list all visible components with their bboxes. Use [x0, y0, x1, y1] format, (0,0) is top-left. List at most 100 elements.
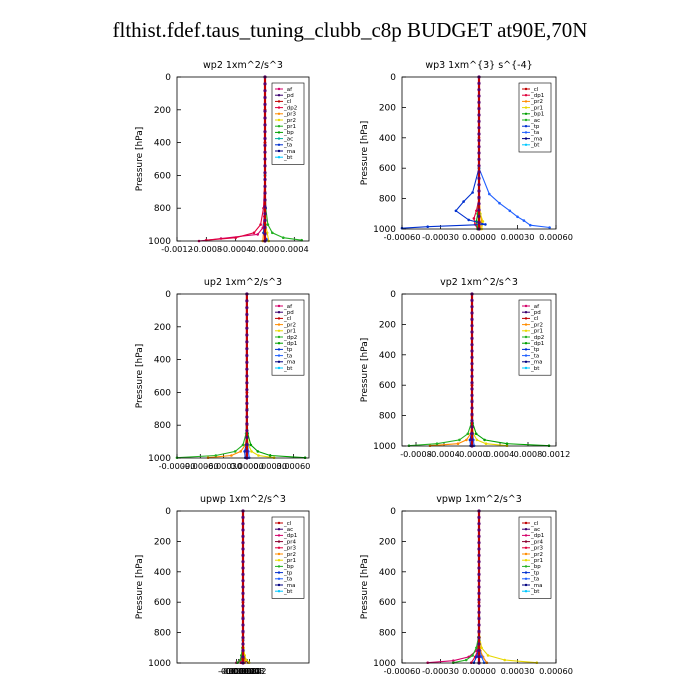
- data-point: [480, 646, 483, 650]
- data-point: [470, 324, 474, 328]
- legend-entry: _pr2: [283, 322, 296, 328]
- legend-entry: _cl: [283, 99, 292, 105]
- data-point: [488, 192, 491, 196]
- legend-entry: _tp: [283, 347, 293, 353]
- legend-marker: [524, 348, 528, 351]
- legend-marker: [524, 521, 528, 525]
- data-point: [263, 116, 267, 120]
- data-point: [245, 422, 249, 426]
- data-point: [477, 591, 481, 595]
- legend-marker: [277, 552, 281, 556]
- legend-entry: _pr3: [283, 112, 297, 118]
- panel-2: wp3 1xm^{3} s^{-4} Pressure [hPa] 0 200 400 6…: [360, 60, 573, 242]
- legend-entry: _tp: [530, 124, 540, 130]
- data-point: [245, 374, 249, 378]
- legend-entry: _pr4: [283, 539, 297, 545]
- data-point: [477, 214, 481, 218]
- data-point: [245, 442, 249, 446]
- data-point: [241, 591, 245, 595]
- data-point: [426, 225, 430, 228]
- data-point: [470, 343, 474, 347]
- x-tick-label: 0.0012: [542, 449, 571, 459]
- data-point: [477, 145, 481, 149]
- data-point: [257, 454, 260, 457]
- y-axis-label: Pressure [hPa]: [135, 344, 145, 409]
- legend-entry: _bp: [530, 564, 541, 570]
- x-tick-label: 0.00000: [462, 666, 496, 676]
- y-tick-label: 400: [379, 134, 396, 144]
- data-point: [472, 217, 476, 220]
- data-point: [477, 598, 481, 602]
- legend-marker: [524, 118, 528, 122]
- x-tick-label: -0.00060: [384, 232, 421, 242]
- legend-marker: [524, 360, 528, 363]
- data-point: [245, 658, 248, 662]
- data-point: [477, 208, 481, 212]
- data-point: [241, 598, 245, 602]
- data-point: [256, 233, 260, 236]
- data-point: [477, 655, 481, 659]
- data-point: [282, 236, 285, 239]
- data-point: [245, 326, 249, 330]
- legend-marker: [277, 571, 281, 574]
- x-tick-label: -0.00030: [205, 461, 242, 471]
- data-point: [245, 367, 249, 371]
- data-point: [477, 107, 481, 111]
- y-tick-label: 0: [390, 507, 396, 517]
- data-point: [498, 201, 501, 205]
- data-point: [241, 534, 245, 538]
- y-tick-label: 200: [379, 103, 396, 113]
- x-tick-label: -0.0008: [191, 244, 223, 254]
- legend-marker: [277, 311, 281, 314]
- data-point: [475, 209, 478, 213]
- data-point: [477, 138, 481, 142]
- data-point: [458, 438, 461, 442]
- data-point: [233, 450, 237, 453]
- y-tick-label: 600: [379, 381, 396, 391]
- data-point: [475, 646, 478, 650]
- y-tick-label: 0: [165, 73, 171, 83]
- data-point: [505, 442, 509, 446]
- data-point: [256, 450, 260, 453]
- data-point: [245, 333, 249, 337]
- data-point: [241, 585, 245, 589]
- panel-title: vpwp 1xm^2/s^3: [436, 494, 522, 505]
- x-tick-label: 0.00000: [226, 666, 260, 676]
- legend-entry: _ta: [530, 130, 539, 136]
- legend-marker: [524, 590, 528, 593]
- legend-marker: [277, 118, 281, 122]
- y-tick-label: 400: [154, 568, 171, 578]
- data-point: [456, 442, 460, 446]
- x-tick-label: -0.00012: [218, 666, 255, 676]
- data-point: [477, 547, 481, 551]
- data-point: [470, 412, 474, 416]
- legend-entry: _af: [530, 304, 540, 310]
- data-point: [467, 218, 471, 222]
- legend-marker: [277, 100, 281, 103]
- legend-entry: _bt: [283, 366, 293, 372]
- y-tick-label: 1000: [148, 454, 171, 464]
- panel-4: vp2 1xm^2/s^3 Pressure [hPa] 0 200 400 600 800…: [360, 277, 570, 459]
- data-point: [477, 113, 481, 117]
- legend-marker: [277, 360, 281, 363]
- legend-entry: _bp1: [530, 112, 544, 118]
- data-point: [477, 81, 481, 85]
- data-point: [470, 400, 474, 404]
- x-tick-label: 0.0004: [486, 449, 515, 459]
- data-point: [241, 553, 245, 557]
- plot-frame: [176, 76, 310, 242]
- y-axis-label: Pressure [hPa]: [360, 338, 370, 403]
- data-point: [470, 305, 474, 309]
- legend-entry: _pr2: [530, 99, 543, 105]
- x-tick-label: -0.00030: [422, 232, 459, 242]
- data-point: [477, 151, 481, 155]
- data-point: [259, 223, 262, 226]
- data-point: [477, 648, 481, 652]
- legend-marker: [277, 304, 281, 308]
- data-point: [470, 431, 474, 435]
- data-point: [241, 443, 245, 447]
- legend-entry: _ac: [530, 527, 540, 533]
- legend-marker: [524, 131, 528, 134]
- data-point: [475, 655, 478, 659]
